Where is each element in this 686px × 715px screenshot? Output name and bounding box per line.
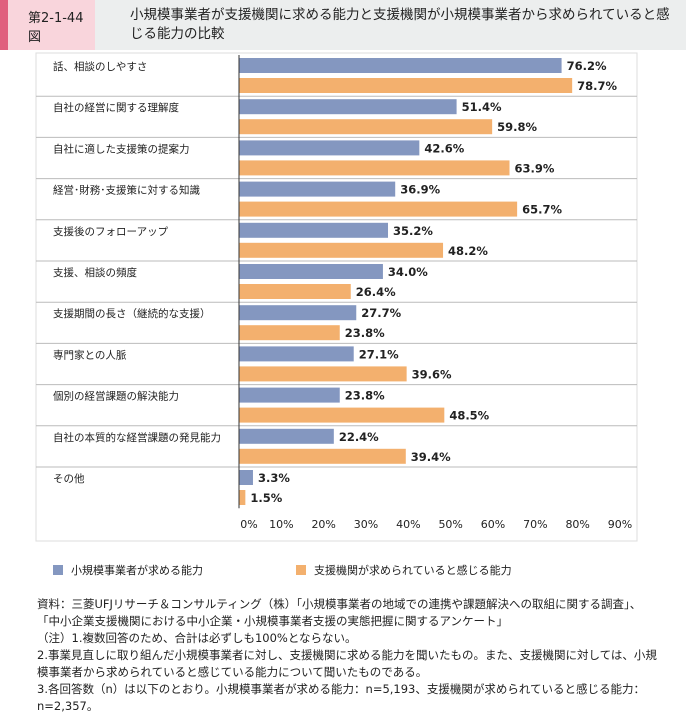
category-label: 支援期間の長さ（継続的な支援） [53,307,211,320]
bar [239,448,406,464]
data-label: 23.8% [345,389,385,403]
legend-label: 支援機関が求められていると感じる能力 [314,564,512,577]
data-label: 39.6% [412,367,452,381]
legend-label: 小規模事業者が求める能力 [71,564,203,577]
category-label: 自社に適した支援策の提案力 [53,142,190,155]
legend-swatch-blue [53,565,63,575]
category-label: 経営･財務･支援策に対する知識 [53,184,200,197]
bar [239,222,389,238]
bar [239,387,340,403]
data-label: 59.8% [497,120,537,134]
bar [239,366,407,382]
bar [239,490,246,505]
data-label: 76.2% [567,59,607,73]
data-label: 63.9% [515,161,555,175]
bar [239,264,383,279]
header-accent-strip [0,0,8,50]
data-label: 36.9% [400,183,440,197]
data-label: 27.1% [359,347,399,361]
x-tick-label: 10% [269,518,293,531]
data-label: 34.0% [388,265,428,279]
note-3: 3.各回答数（n）は以下のとおり。小規模事業者が求める能力：n=5,193、支援… [37,682,646,713]
data-label: 65.7% [522,203,562,217]
x-tick-label: 30% [354,518,378,531]
category-label: その他 [53,472,85,485]
note-1: （注）1.複数回答のため、合計は必ずしも100%とならない。 [37,631,357,645]
data-label: 42.6% [424,141,464,155]
bar-chart: 話、相談のしやすさ 76.2% 78.7% 自社の経営に関する理解度 51.4% 59.8… [35,52,638,542]
bar [239,242,444,258]
bar [239,305,357,321]
x-tick-label: 80% [565,518,589,531]
data-label: 22.4% [339,430,379,444]
notes: 資料：三菱UFJリサーチ＆コンサルティング（株）「小規模事業者の地域での連携や課… [37,596,657,715]
x-tick-label: 40% [396,518,420,531]
x-tick-label: 20% [311,518,335,531]
data-label: 78.7% [577,79,617,93]
data-label: 3.3% [258,471,290,485]
data-label: 48.5% [449,409,489,423]
bar [239,407,445,423]
figure-title: 小規模事業者が支援機関に求める能力と支援機関が小規模事業者から求められていると感… [130,7,670,42]
bar [239,201,518,217]
figure-header: 第2-1-44図 小規模事業者が支援機関に求める能力と支援機関が小規模事業者から… [0,0,686,50]
category-label: 話、相談のしやすさ [53,60,147,73]
category-label: 専門家との人脈 [53,348,127,361]
bar [239,58,562,73]
category-label: 支援後のフォローアップ [53,225,169,238]
x-tick-label: 50% [438,518,462,531]
x-tick-label: 70% [523,518,547,531]
x-tick-label: 0% [240,518,257,531]
legend-swatch-orange [296,565,306,575]
legend-item-series-1: 小規模事業者が求める能力 [53,562,203,578]
x-tick-label: 60% [481,518,505,531]
bar [239,140,420,156]
figure-number: 第2-1-44図 [8,0,95,50]
bar [239,428,334,444]
category-label: 自社の本質的な経営課題の発見能力 [53,431,221,444]
bar [239,284,351,299]
data-label: 27.7% [361,306,401,320]
bar [239,119,493,135]
bar [239,181,396,197]
bar [239,470,253,485]
category-label: 支援、相談の頻度 [53,266,137,279]
bar [239,160,510,176]
bar [239,99,457,115]
plot-frame [35,52,638,542]
category-label: 自社の経営に関する理解度 [53,101,179,114]
data-label: 35.2% [393,224,433,238]
data-label: 1.5% [250,491,282,505]
data-label: 23.8% [345,326,385,340]
bar [239,78,573,93]
category-label: 個別の経営課題の解決能力 [53,390,179,403]
x-tick-label: 90% [608,518,632,531]
data-label: 51.4% [462,100,502,114]
data-label: 48.2% [448,244,488,258]
bar [239,325,340,341]
note-2: 2.事業見直しに取り組んだ小規模事業者に対し、支援機関に求める能力を聞いたもの。… [37,648,657,679]
legend-item-series-2: 支援機関が求められていると感じる能力 [296,562,512,578]
data-label: 39.4% [411,450,451,464]
data-label: 26.4% [356,285,396,299]
source-note: 資料：三菱UFJリサーチ＆コンサルティング（株）「小規模事業者の地域での連携や課… [37,597,642,628]
bar [239,346,354,362]
